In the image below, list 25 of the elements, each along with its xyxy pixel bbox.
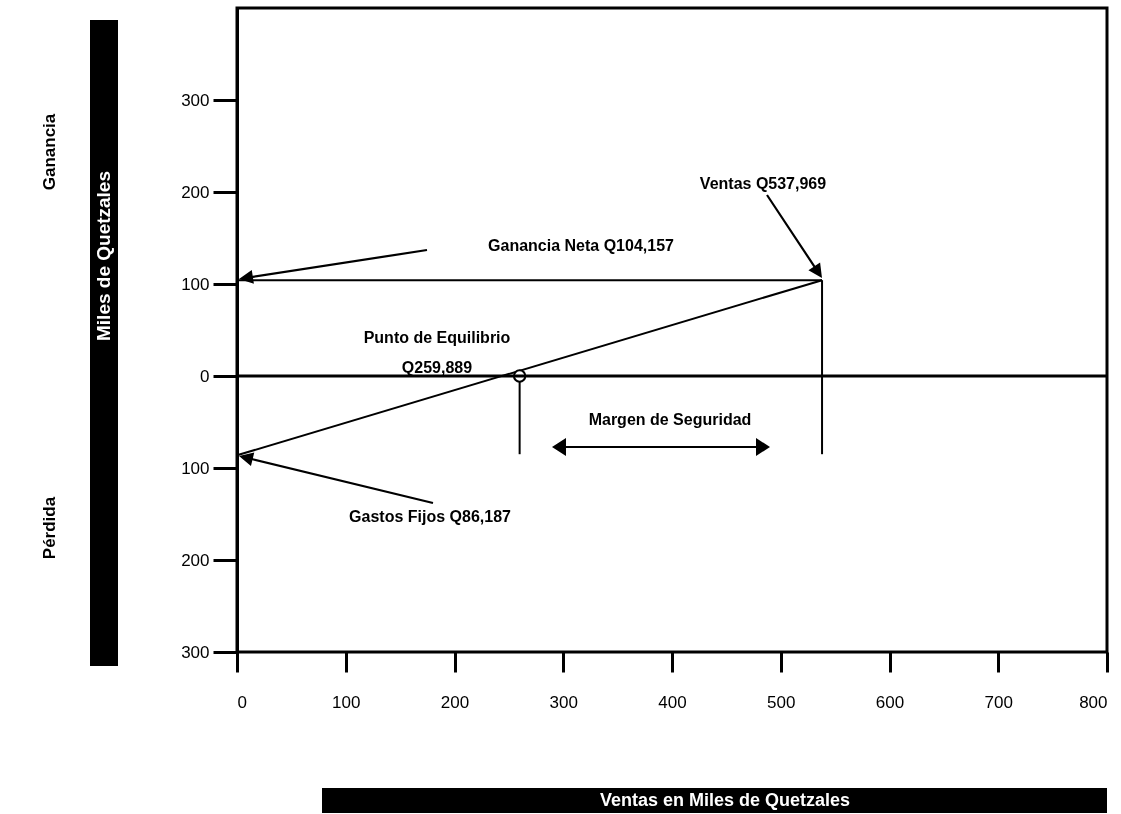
y-tick-label: 100 (181, 274, 210, 294)
x-tick-label: 500 (767, 692, 796, 712)
annotation: Ganancia Neta Q104,157 (488, 237, 675, 254)
annotation: Punto de Equilibrio Q259,889 (363, 329, 511, 376)
y-tick-label: 200 (181, 182, 210, 202)
y-tick-label: 300 (181, 642, 210, 662)
x-tick-label: 400 (658, 692, 687, 712)
y-tick-label: 200 (181, 550, 210, 570)
x-tick-label: 600 (875, 692, 905, 712)
y-tick-label: 0 (200, 366, 210, 386)
annotation: Ventas Q537,969 (699, 175, 827, 192)
y-tick-label: 100 (181, 458, 210, 478)
x-tick-label: 800 (1079, 692, 1108, 712)
text: Ganancia (40, 113, 59, 191)
annotation: Gastos Fijos Q86,187 (349, 508, 512, 525)
x-tick-label: 700 (984, 692, 1013, 712)
x-tick-label: 200 (440, 692, 470, 712)
x-tick-label: 300 (549, 692, 578, 712)
x-tick-label: 100 (332, 692, 361, 712)
text: Ventas en Miles de Quetzales (599, 790, 851, 810)
x-tick-label: 0 (237, 692, 247, 712)
y-axis-title: Miles de Quetzales (93, 170, 114, 342)
y-tick-label: 300 (181, 90, 210, 110)
text: Pérdida (40, 496, 59, 560)
annotation: Margen de Seguridad (588, 411, 752, 428)
